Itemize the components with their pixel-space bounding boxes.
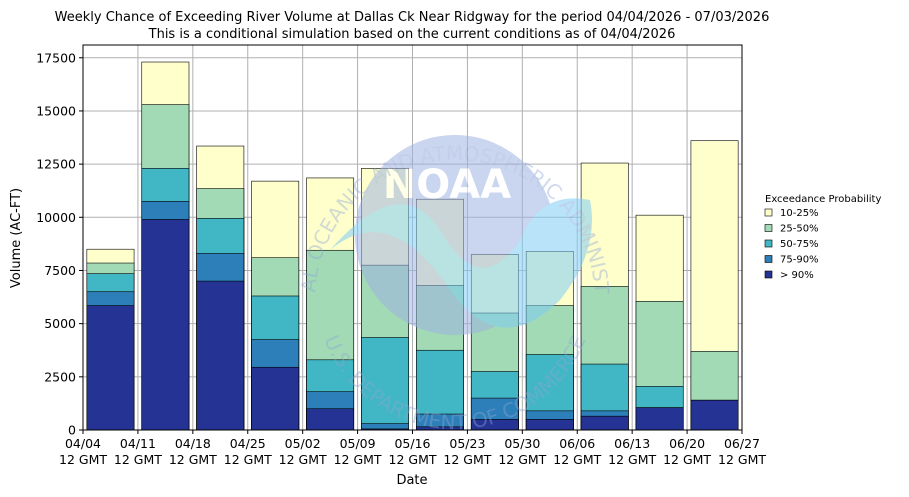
noaa-logo-text: NOAA [383,162,511,208]
x-tick-time: 12 GMT [169,452,217,467]
x-tick-date: 06/06 [559,436,595,451]
x-tick-date: 06/13 [614,436,650,451]
x-axis-label: Date [396,473,427,488]
x-tick-time: 12 GMT [389,452,437,467]
x-tick-date: 05/30 [504,436,540,451]
x-tick-time: 12 GMT [334,452,382,467]
x-tick-date: 06/27 [724,436,760,451]
x-tick-date: 06/20 [669,436,705,451]
x-tick-date: 04/04 [65,436,101,451]
bar-05-30-90 [525,419,574,431]
bar-06-06-90 [580,415,629,431]
x-tick-time: 12 GMT [718,452,766,467]
x-tick-time: 12 GMT [114,452,162,467]
bar-04-25-90 [251,366,300,431]
y-tick-label: 17500 [36,50,76,65]
bar-04-04-90 [86,305,135,431]
x-tick-time: 12 GMT [443,452,491,467]
y-tick-label: 7500 [44,263,76,278]
x-tick-date: 05/09 [340,436,376,451]
legend-swatch [764,239,773,248]
legend-entry-label: 25-50% [780,224,819,235]
chart-title: Weekly Chance of Exceeding River Volume … [55,10,770,25]
x-tick-time: 12 GMT [59,452,107,467]
x-tick-time: 12 GMT [224,452,272,467]
y-tick-label: 2500 [44,369,76,384]
y-tick-label: 12500 [36,157,76,172]
y-tick-label: 15000 [36,103,76,118]
legend: Exceedance Probability 10-25% 25-50% 50-75… [764,194,881,281]
legend-entry-label: 10-25% [780,208,819,219]
y-axis: 0 2500 5000 7500 10000 12500 15000 17500 [36,50,83,438]
x-tick-time: 12 GMT [498,452,546,467]
legend-swatch [764,270,773,279]
bar-04-18-90 [196,280,245,431]
y-axis-label: Volume (AC-FT) [9,188,24,288]
bar-05-02-90 [306,408,355,431]
legend-title: Exceedance Probability [765,194,881,205]
bar-06-20-90 [690,399,739,431]
x-tick-time: 12 GMT [663,452,711,467]
bar-06-13-90 [635,407,684,431]
x-tick-date: 05/16 [394,436,430,451]
legend-swatch [764,255,773,263]
y-tick-label: 0 [68,423,76,438]
y-tick-label: 10000 [36,210,76,225]
bar-04-11-90 [141,219,190,431]
legend-entry-label: > 90% [780,270,814,281]
chart-subtitle: This is a conditional simulation based o… [148,27,676,42]
legend-swatch [764,208,773,217]
bars [86,61,739,431]
x-tick-date: 05/02 [285,436,321,451]
legend-swatch [764,224,773,232]
x-tick-date: 04/11 [120,436,156,451]
noaa-logo-bird [330,198,592,328]
y-tick-label: 5000 [44,316,76,331]
legend-entry-label: 50-75% [780,239,819,250]
x-tick-date: 04/18 [175,436,211,451]
x-tick-date: 05/23 [449,436,485,451]
x-tick-time: 12 GMT [553,452,601,467]
x-tick-date: 04/25 [230,436,266,451]
legend-entry-label: 75-90% [780,255,819,266]
x-tick-time: 12 GMT [279,452,327,467]
x-tick-time: 12 GMT [608,452,656,467]
